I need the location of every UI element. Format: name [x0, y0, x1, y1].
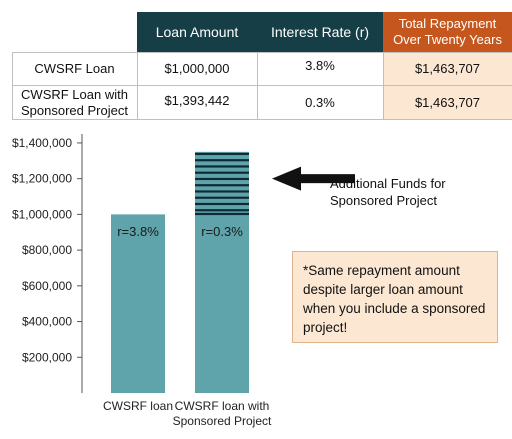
bar-stripe	[195, 190, 249, 193]
bar	[195, 214, 249, 393]
table-row-2-loan-amount: $1,393,442	[137, 86, 257, 120]
x-category-label: CWSRF loan	[103, 399, 173, 413]
bar-chart: $200,000 $400,000 $600,000 $800,000 $1,000,0…	[12, 134, 355, 428]
x-category-label: CWSRF loan with	[175, 399, 270, 413]
bar-stripe	[195, 177, 249, 181]
table-line-col2	[137, 52, 138, 120]
chart-labels: r=3.8% CWSRF loan r=0.3% CWSRF loan withSpo…	[103, 224, 272, 428]
comparison-table: Loan Amount Interest Rate (r) Total Repa…	[0, 0, 512, 120]
table-row-1-loan-amount: $1,000,000	[137, 53, 257, 86]
y-tick-label: $1,000,000	[12, 207, 72, 221]
y-tick-label: $400,000	[22, 315, 72, 329]
bar-stripe	[195, 209, 249, 212]
annotation-additional-funds: Additional Funds for Sponsored Project	[330, 176, 446, 208]
note-box: *Same repayment amount despite larger lo…	[292, 251, 498, 343]
bar-stripe	[195, 152, 249, 156]
bar-stripe	[195, 184, 249, 187]
table-line-col3	[257, 52, 258, 120]
bar-stripe	[195, 202, 249, 206]
bar-value-label: r=3.8%	[117, 224, 159, 239]
table-line-left	[12, 52, 13, 120]
x-category-label: Sponsored Project	[173, 414, 272, 428]
table-line-top	[12, 52, 512, 53]
bar	[111, 214, 165, 393]
bar-stripe	[195, 171, 249, 174]
y-tick-label: $1,200,000	[12, 172, 72, 186]
arrow-head	[272, 166, 301, 191]
table-row-1-label: CWSRF Loan	[12, 53, 137, 86]
table-header-loan-amount: Loan Amount	[137, 12, 257, 52]
table-header-total-repayment: Total Repayment Over Twenty Years	[383, 12, 512, 52]
y-tick-label: $600,000	[22, 279, 72, 293]
table-line-mid	[12, 85, 512, 86]
y-tick-label: $200,000	[22, 350, 72, 364]
bar-stripe	[195, 196, 249, 199]
y-tick-label: $1,400,000	[12, 136, 72, 150]
chart-bars	[111, 151, 249, 393]
arrow-icon	[272, 166, 355, 191]
table-header-interest-rate: Interest Rate (r)	[257, 12, 383, 52]
bar-value-label: r=0.3%	[201, 224, 243, 239]
table-row-2-label: CWSRF Loan with Sponsored Project	[12, 86, 137, 120]
table-row-2-rate: 0.3%	[257, 86, 383, 120]
table-line-col4	[383, 52, 384, 120]
table-row-2-repayment: $1,463,707	[383, 86, 512, 120]
bar-stripe	[195, 165, 249, 168]
table-row-1-repayment: $1,463,707	[383, 53, 512, 86]
arrow-shaft	[300, 174, 355, 184]
bar-stripe	[195, 212, 249, 216]
bar-stripe	[195, 159, 249, 162]
y-tick-label: $800,000	[22, 243, 72, 257]
chart-axes: $200,000 $400,000 $600,000 $800,000 $1,000,0…	[12, 134, 83, 393]
table-line-bottom	[12, 119, 512, 120]
table-row-1-rate: 3.8%	[257, 53, 383, 86]
